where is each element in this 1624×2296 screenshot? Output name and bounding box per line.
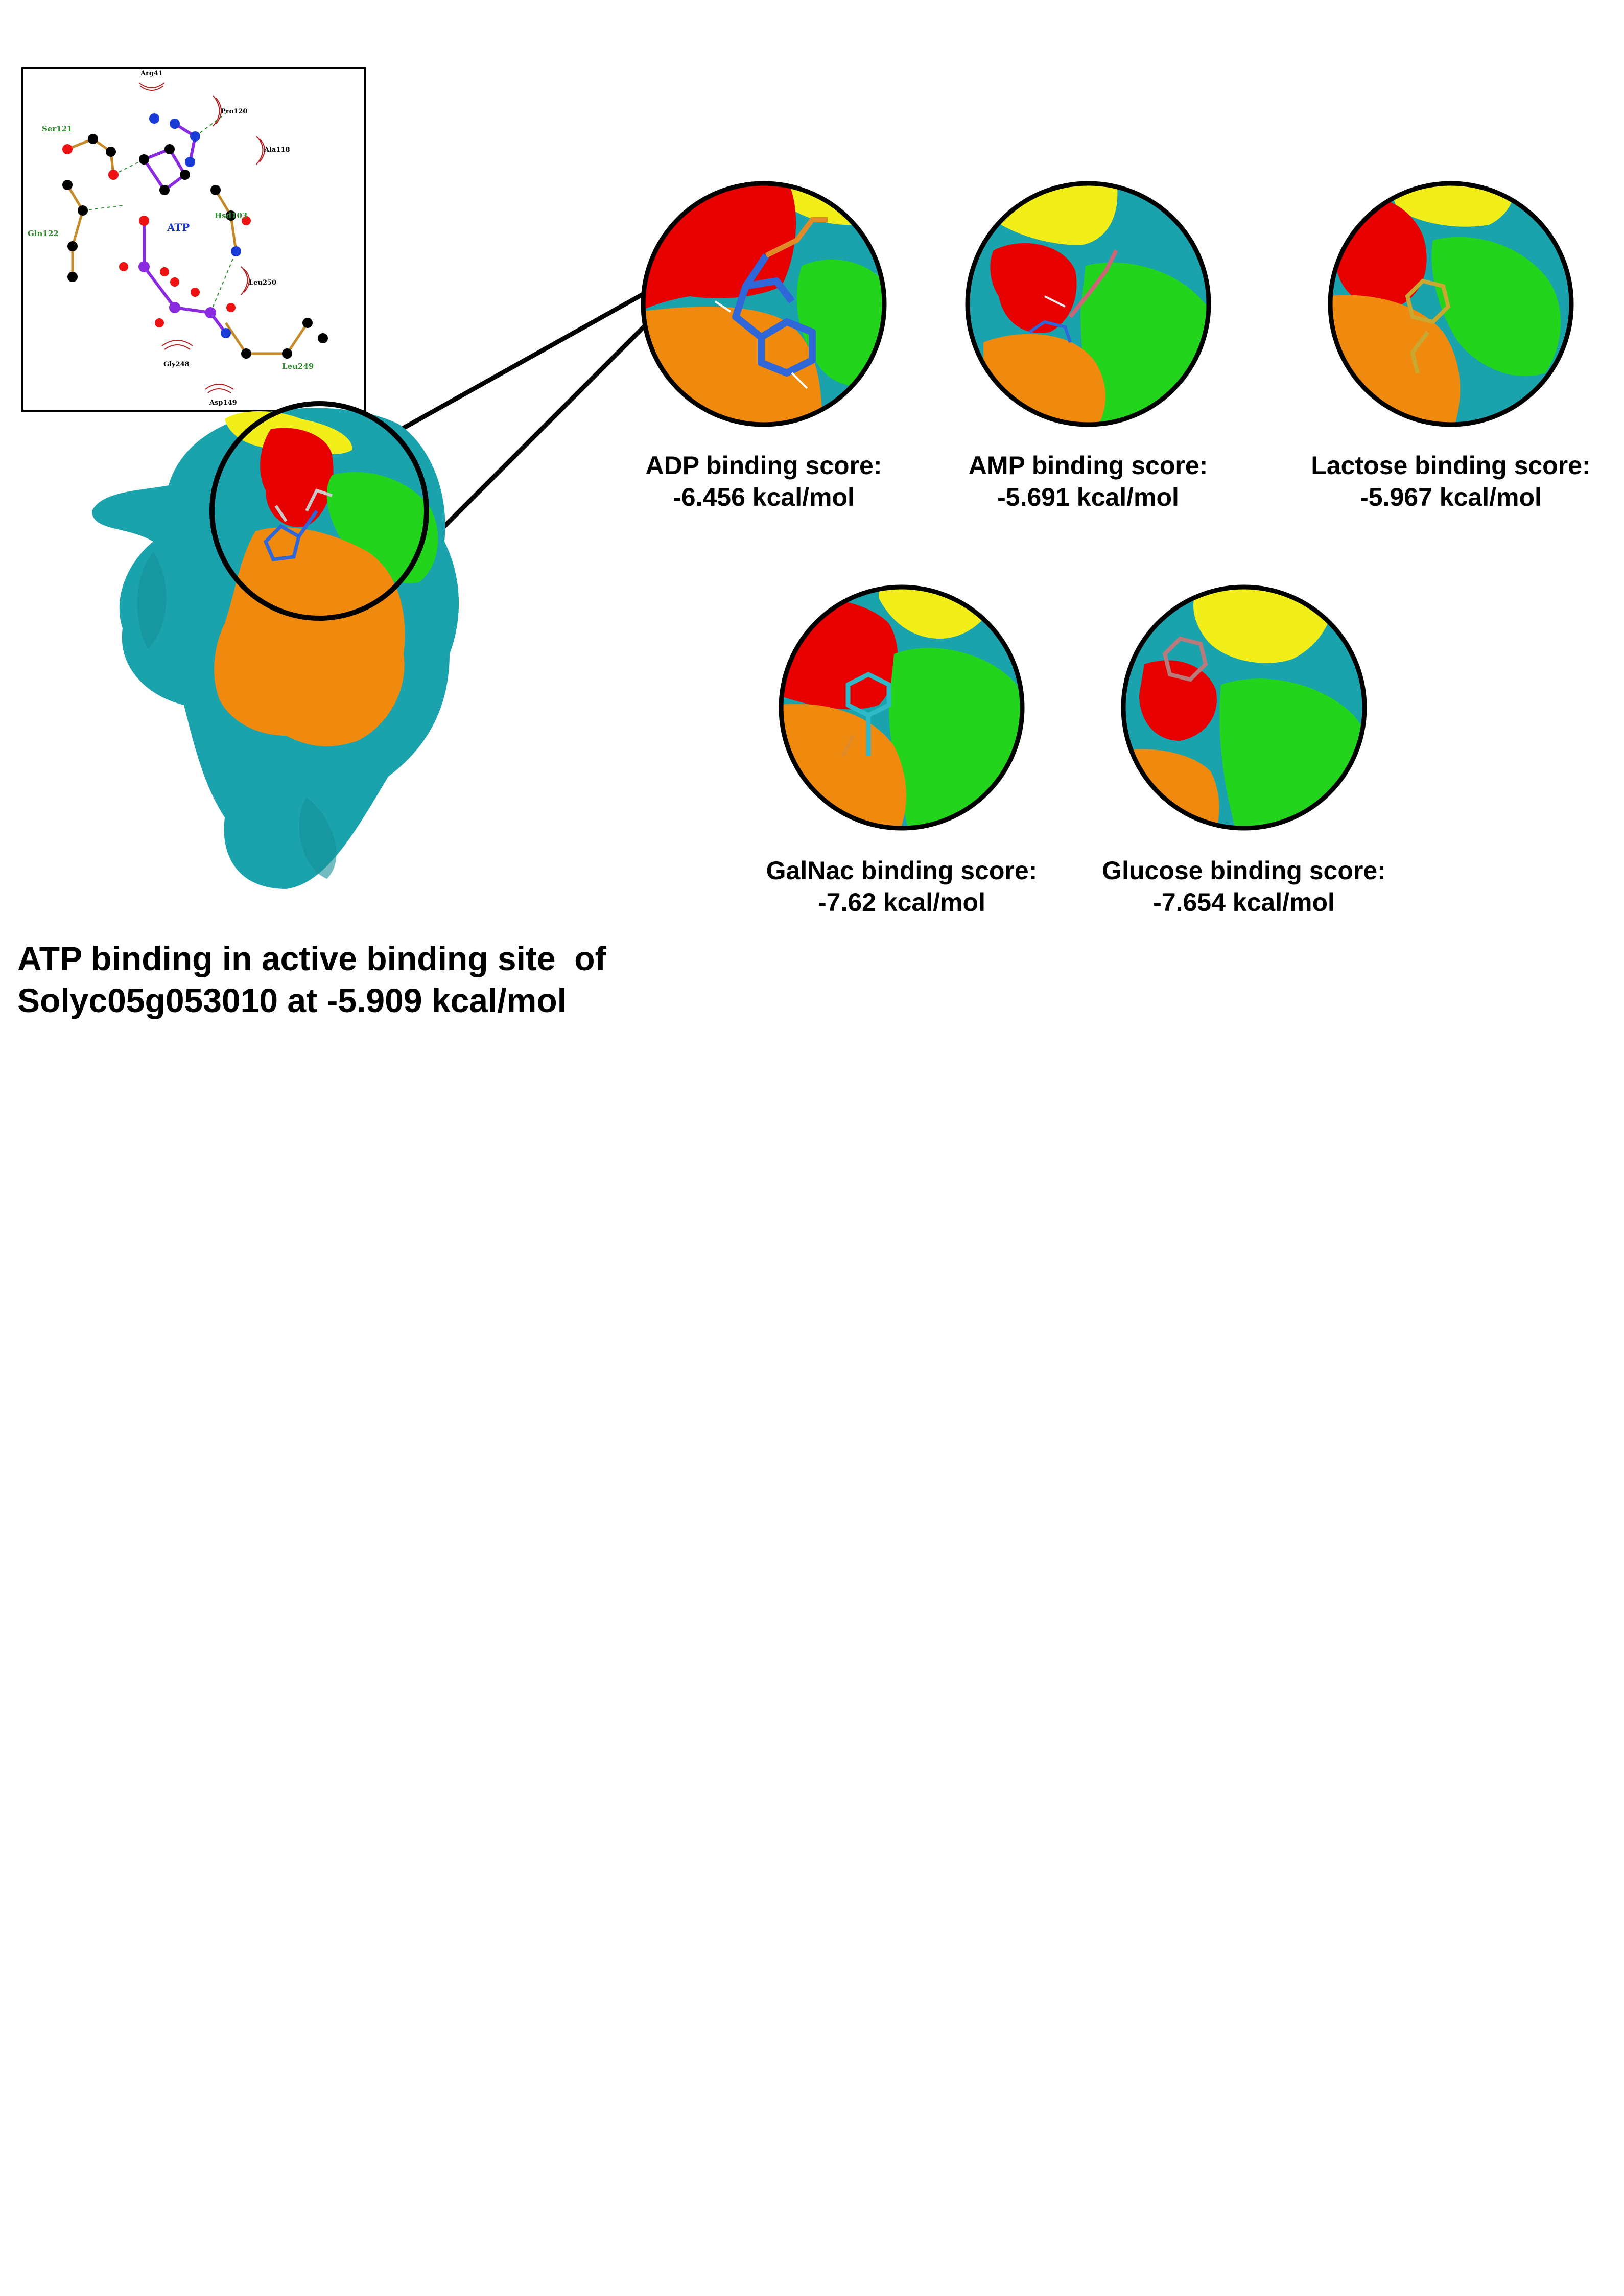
hydrogen-bonds [82,113,237,313]
residue-label: Asp149 [209,399,237,407]
glucose-binding-panel [1121,584,1367,831]
main-caption-line1: ATP binding in active binding site of [17,940,606,977]
glucose-caption-score: -7.654 kcal/mol [1153,888,1335,917]
residue-label: Gln122 [28,229,59,238]
site-orange [214,527,405,746]
main-caption: ATP binding in active binding site of So… [17,938,606,1021]
residue-label: Arg41 [140,69,163,77]
galnac-binding-panel [779,584,1025,831]
main-caption-line2: Solyc05g053010 at -5.909 kcal/mol [17,981,567,1019]
amp-caption-score: -5.691 kcal/mol [997,483,1179,511]
atp-ligand-sticks [263,509,318,561]
amp-caption-title: AMP binding score: [968,451,1208,480]
atoms [62,113,328,359]
ligplot-interaction-diagram: Arg41 Pro120 Ala118 Leu250 Gly248 Asp149… [21,67,366,412]
site-red [260,428,334,527]
glucose-caption: Glucose binding score: -7.654 kcal/mol [1091,855,1397,918]
amp-binding-panel [965,181,1211,427]
residue-label: Ala118 [264,146,290,154]
galnac-caption-title: GalNac binding score: [766,856,1038,885]
lactose-binding-panel [1328,181,1574,427]
amp-caption: AMP binding score: -5.691 kcal/mol [948,450,1229,513]
residue-label: Gly248 [163,361,190,368]
lactose-caption-score: -5.967 kcal/mol [1360,483,1542,511]
binding-site-highlight-circle [209,401,429,621]
hydrophobic-contacts [138,82,265,393]
residue-label: Ser121 [42,124,73,133]
adp-caption: ADP binding score: -6.456 kcal/mol [623,450,904,513]
adp-caption-title: ADP binding score: [645,451,882,480]
galnac-caption-score: -7.62 kcal/mol [818,888,985,917]
protein-surface-render [92,292,651,889]
residue-label: Leu249 [282,362,314,371]
residue-label: Leu250 [249,279,276,287]
glucose-caption-title: Glucose binding score: [1102,856,1386,885]
residue-label: Pro120 [221,108,247,115]
residue-label: Hsd103 [215,211,247,220]
adp-caption-score: -6.456 kcal/mol [673,483,855,511]
lactose-caption: Lactose binding score: -5.967 kcal/mol [1298,450,1604,513]
galnac-caption: GalNac binding score: -7.62 kcal/mol [748,855,1055,918]
adp-binding-panel [641,181,887,427]
lactose-caption-title: Lactose binding score: [1311,451,1591,480]
ligand-label: ATP [167,221,190,233]
zoom-line-top [382,292,645,441]
